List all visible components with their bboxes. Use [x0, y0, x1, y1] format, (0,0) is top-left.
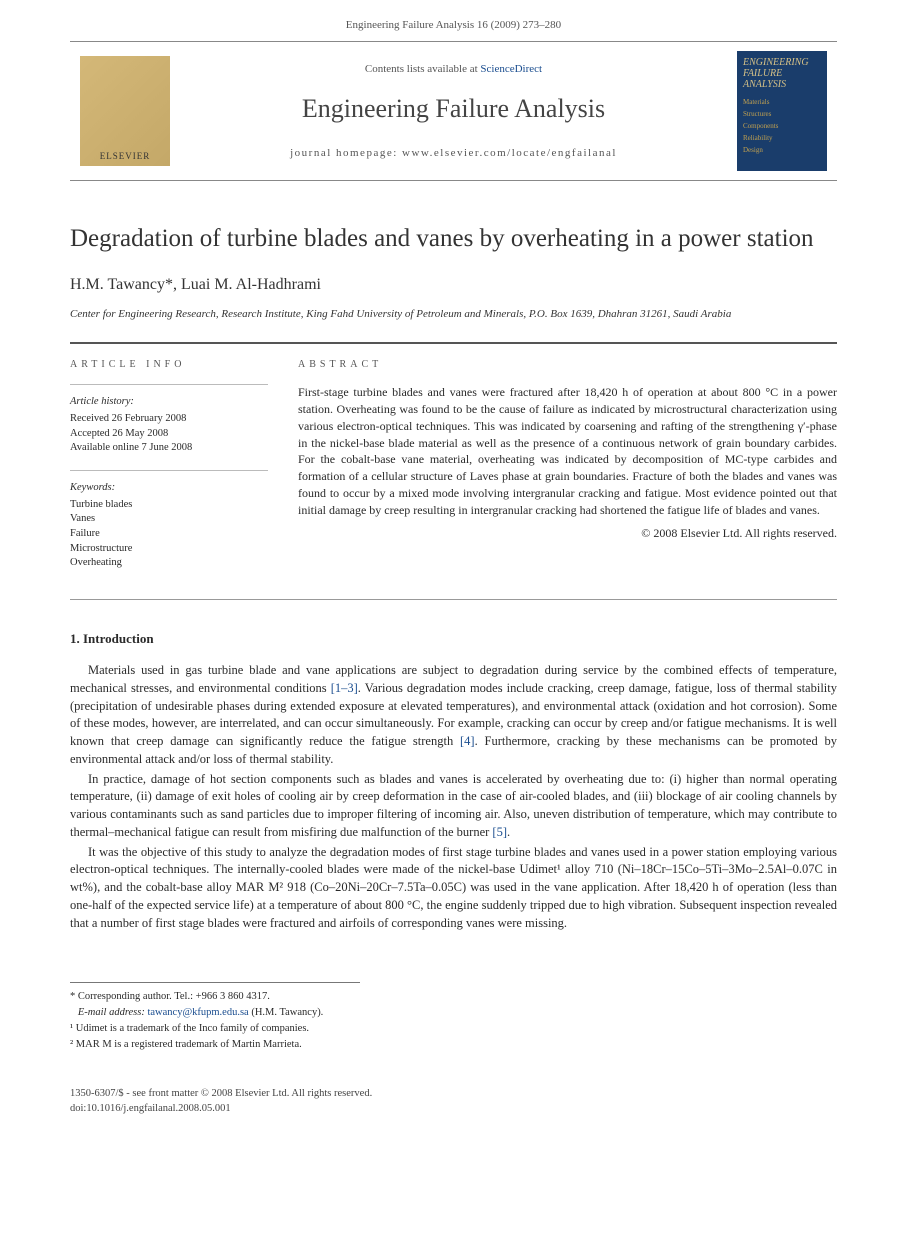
cover-title: ENGINEERING FAILURE ANALYSIS	[743, 57, 821, 90]
reference-link[interactable]: [4]	[460, 734, 475, 748]
abstract-copyright: © 2008 Elsevier Ltd. All rights reserved…	[298, 525, 837, 542]
cover-topics: Materials Structures Components Reliabil…	[743, 98, 821, 155]
received-date: Received 26 February 2008	[70, 412, 268, 427]
footnotes: * Corresponding author. Tel.: +966 3 860…	[70, 982, 360, 1052]
article-title: Degradation of turbine blades and vanes …	[70, 221, 837, 256]
intro-paragraph-1: Materials used in gas turbine blade and …	[70, 662, 837, 769]
abstract-column: ABSTRACT First-stage turbine blades and …	[280, 342, 837, 599]
email-suffix: (H.M. Tawancy).	[249, 1007, 324, 1018]
keywords-block: Keywords: Turbine blades Vanes Failure M…	[70, 481, 268, 571]
homepage-label: journal homepage:	[290, 147, 402, 159]
cover-topic: Structures	[743, 110, 821, 120]
history-label: Article history:	[70, 395, 268, 410]
authors: H.M. Tawancy*, Luai M. Al-Hadhrami	[70, 274, 837, 296]
citation-text: Engineering Failure Analysis 16 (2009) 2…	[346, 19, 561, 31]
email-line: E-mail address: tawancy@kfupm.edu.sa (H.…	[70, 1006, 360, 1021]
para-text: In practice, damage of hot section compo…	[70, 772, 837, 839]
elsevier-logo: ELSEVIER	[80, 56, 170, 166]
keyword: Vanes	[70, 512, 268, 527]
cover-topic: Design	[743, 146, 821, 156]
keyword: Microstructure	[70, 542, 268, 557]
doi-line: doi:10.1016/j.engfailanal.2008.05.001	[70, 1102, 837, 1117]
accepted-date: Accepted 26 May 2008	[70, 427, 268, 442]
contents-line: Contents lists available at ScienceDirec…	[170, 62, 737, 77]
homepage-line: journal homepage: www.elsevier.com/locat…	[170, 146, 737, 161]
journal-cover-thumbnail: ENGINEERING FAILURE ANALYSIS Materials S…	[737, 51, 827, 171]
running-header: Engineering Failure Analysis 16 (2009) 2…	[0, 0, 907, 41]
page-footer: 1350-6307/$ - see front matter © 2008 El…	[0, 1073, 907, 1136]
masthead-center: Contents lists available at ScienceDirec…	[170, 62, 737, 161]
cover-topic: Components	[743, 122, 821, 132]
footnote-1: ¹ Udimet is a trademark of the Inco fami…	[70, 1022, 360, 1037]
cover-topic: Reliability	[743, 134, 821, 144]
keyword: Turbine blades	[70, 498, 268, 513]
article-info-column: ARTICLE INFO Article history: Received 2…	[70, 342, 280, 599]
sciencedirect-link[interactable]: ScienceDirect	[480, 63, 542, 75]
keywords-label: Keywords:	[70, 481, 268, 496]
keyword: Overheating	[70, 556, 268, 571]
history-block: Article history: Received 26 February 20…	[70, 395, 268, 456]
article-info-heading: ARTICLE INFO	[70, 358, 268, 372]
info-separator	[70, 470, 268, 471]
section-heading-introduction: 1. Introduction	[70, 630, 837, 648]
info-abstract-row: ARTICLE INFO Article history: Received 2…	[70, 342, 837, 600]
para-text: .	[507, 825, 510, 839]
online-date: Available online 7 June 2008	[70, 441, 268, 456]
email-link[interactable]: tawancy@kfupm.edu.sa	[147, 1007, 248, 1018]
info-separator	[70, 384, 268, 385]
homepage-url: www.elsevier.com/locate/engfailanal	[402, 147, 617, 159]
affiliation: Center for Engineering Research, Researc…	[70, 307, 837, 322]
contents-prefix: Contents lists available at	[365, 63, 480, 75]
keyword: Failure	[70, 527, 268, 542]
masthead: ELSEVIER Contents lists available at Sci…	[70, 41, 837, 181]
elsevier-logo-text: ELSEVIER	[100, 150, 151, 163]
reference-link[interactable]: [5]	[492, 825, 507, 839]
cover-topic: Materials	[743, 98, 821, 108]
intro-paragraph-3: It was the objective of this study to an…	[70, 844, 837, 933]
reference-link[interactable]: [1–3]	[331, 681, 358, 695]
intro-paragraph-2: In practice, damage of hot section compo…	[70, 771, 837, 842]
abstract-text: First-stage turbine blades and vanes wer…	[298, 384, 837, 518]
abstract-heading: ABSTRACT	[298, 358, 837, 372]
journal-name: Engineering Failure Analysis	[170, 91, 737, 127]
corresponding-author-note: * Corresponding author. Tel.: +966 3 860…	[70, 990, 360, 1005]
front-matter-line: 1350-6307/$ - see front matter © 2008 El…	[70, 1087, 837, 1102]
main-content: Degradation of turbine blades and vanes …	[0, 181, 907, 1073]
email-label: E-mail address:	[78, 1007, 148, 1018]
footnote-2: ² MAR M is a registered trademark of Mar…	[70, 1038, 360, 1053]
